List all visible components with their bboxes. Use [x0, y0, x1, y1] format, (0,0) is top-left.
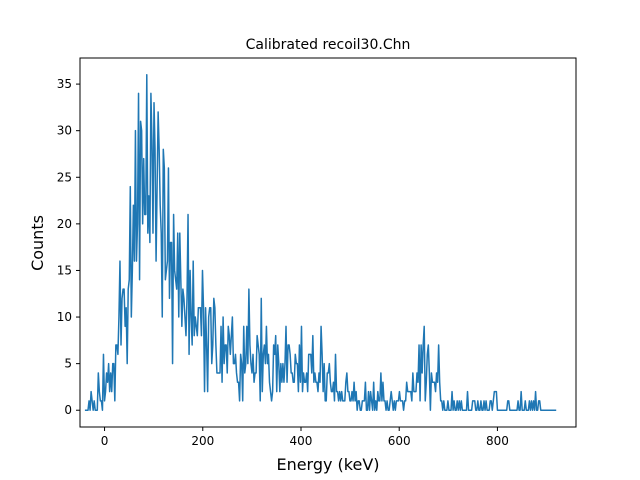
y-tick-label: 5 [64, 357, 72, 371]
plot-frame [79, 57, 577, 428]
y-tick-label: 20 [57, 217, 72, 231]
y-tick-label: 30 [57, 124, 72, 138]
y-axis: 0 5 10 15 20 25 30 35 [57, 77, 80, 417]
y-axis-label: Counts [28, 215, 47, 271]
y-tick-label: 35 [57, 77, 72, 91]
y-tick-label: 25 [57, 170, 72, 184]
x-tick-label: 600 [388, 434, 411, 448]
series-group [84, 74, 557, 411]
series-line [84, 74, 557, 411]
plot-area [79, 57, 577, 428]
x-tick-label: 200 [191, 434, 214, 448]
y-tick-label: 15 [57, 263, 72, 277]
x-tick-label: 0 [101, 434, 109, 448]
x-tick-label: 400 [290, 434, 313, 448]
x-axis-label: Energy (keV) [276, 455, 379, 474]
x-tick-label: 800 [486, 434, 509, 448]
y-tick-label: 0 [64, 403, 72, 417]
y-tick-label: 10 [57, 310, 72, 324]
x-axis: 0 200 400 600 800 [101, 427, 509, 448]
chart-title: Calibrated recoil30.Chn [246, 37, 411, 53]
